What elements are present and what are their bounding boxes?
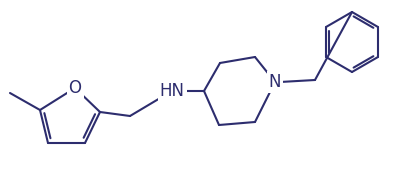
Text: O: O: [68, 79, 82, 97]
Text: N: N: [269, 73, 281, 91]
Text: HN: HN: [160, 82, 184, 100]
